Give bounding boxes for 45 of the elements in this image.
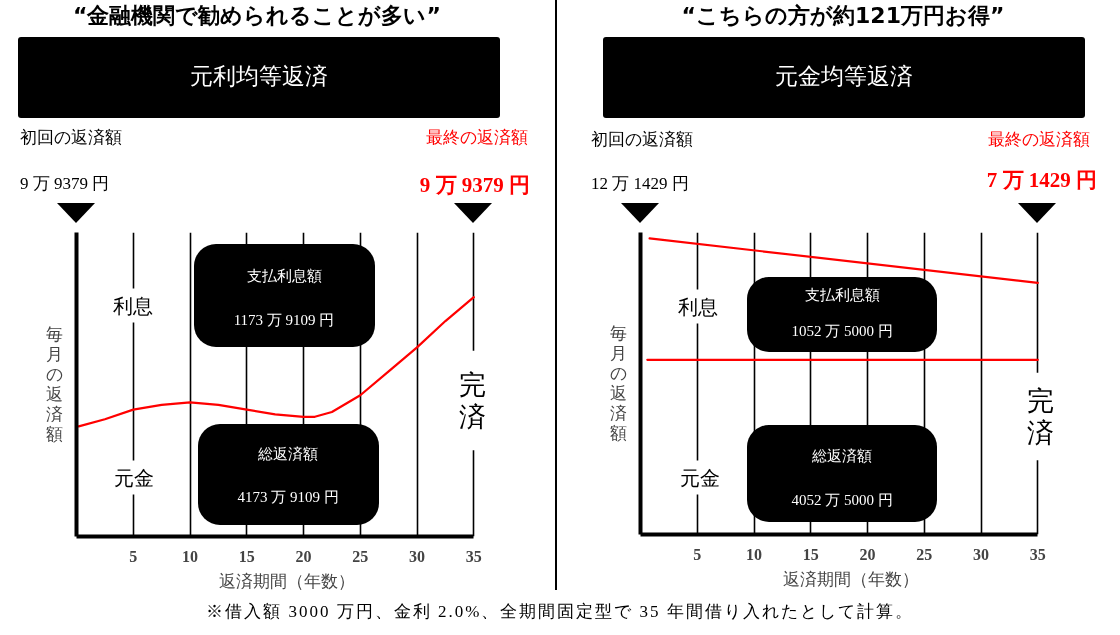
annotation: 元金 xyxy=(679,466,720,489)
annotation: 完済 xyxy=(1027,384,1055,449)
annotation: 4173 万 9109 円 xyxy=(237,488,339,508)
x-tick-label: 15 xyxy=(238,547,255,565)
x-tick-label: 5 xyxy=(693,545,702,563)
x-tick-label: 30 xyxy=(409,547,426,565)
text: 最終の返済額 xyxy=(988,128,1090,151)
chart-subtitle: 元利均等返済 xyxy=(190,63,328,92)
text: 12 万 1429 円 xyxy=(591,172,689,195)
annotation: 利息 xyxy=(677,295,718,318)
x-tick-label: 25 xyxy=(916,545,933,563)
text: 7 万 1429 円 xyxy=(986,167,1097,194)
text: ※借入額 3000 万円、金利 2.0%、全期間固定型で 35 年間借り入れたとして計算。 xyxy=(206,601,914,623)
x-tick-label: 5 xyxy=(129,547,138,565)
x-axis-title: 返済期間（年数） xyxy=(782,568,919,589)
text: 初回の返済額 xyxy=(591,128,693,151)
x-axis-title: 返済期間（年数） xyxy=(218,570,355,591)
chart-subtitle: 元金均等返済 xyxy=(775,63,913,92)
annotation: 4052 万 5000 円 xyxy=(791,491,893,511)
x-tick-label: 25 xyxy=(352,547,369,565)
x-tick-label: 20 xyxy=(859,545,876,563)
x-tick-label: 10 xyxy=(182,547,199,565)
x-tick-label: 15 xyxy=(802,545,819,563)
text: 初回の返済額 xyxy=(20,126,122,149)
x-tick-label: 10 xyxy=(746,545,763,563)
annotation: 総返済額 xyxy=(812,447,872,467)
annotation: 利息 xyxy=(112,294,153,317)
text: 9 万 9379 円 xyxy=(20,172,110,195)
y-axis-title: 毎月の返済額 xyxy=(45,325,63,444)
annotation: 完済 xyxy=(459,368,487,433)
annotation: 総返済額 xyxy=(258,445,318,465)
annotation: 元金 xyxy=(113,466,154,489)
chart-title: “こちらの方が約121万円お得” xyxy=(681,2,1005,31)
annotation: 支払利息額 xyxy=(804,286,880,306)
text: 最終の返済額 xyxy=(426,126,528,149)
text: 9 万 9379 円 xyxy=(419,172,530,199)
x-tick-label: 35 xyxy=(465,547,482,565)
x-tick-label: 20 xyxy=(295,547,312,565)
y-axis-title: 毎月の返済額 xyxy=(609,324,627,443)
text: 支払利息額 xyxy=(246,267,322,287)
chart-title: “金融機関で勧められることが多い” xyxy=(73,2,441,31)
x-tick-label: 30 xyxy=(973,545,990,563)
annotation: 1052 万 5000 円 xyxy=(791,322,893,342)
x-tick-label: 35 xyxy=(1029,545,1046,563)
annotation: 1173 万 9109 円 xyxy=(233,311,335,331)
